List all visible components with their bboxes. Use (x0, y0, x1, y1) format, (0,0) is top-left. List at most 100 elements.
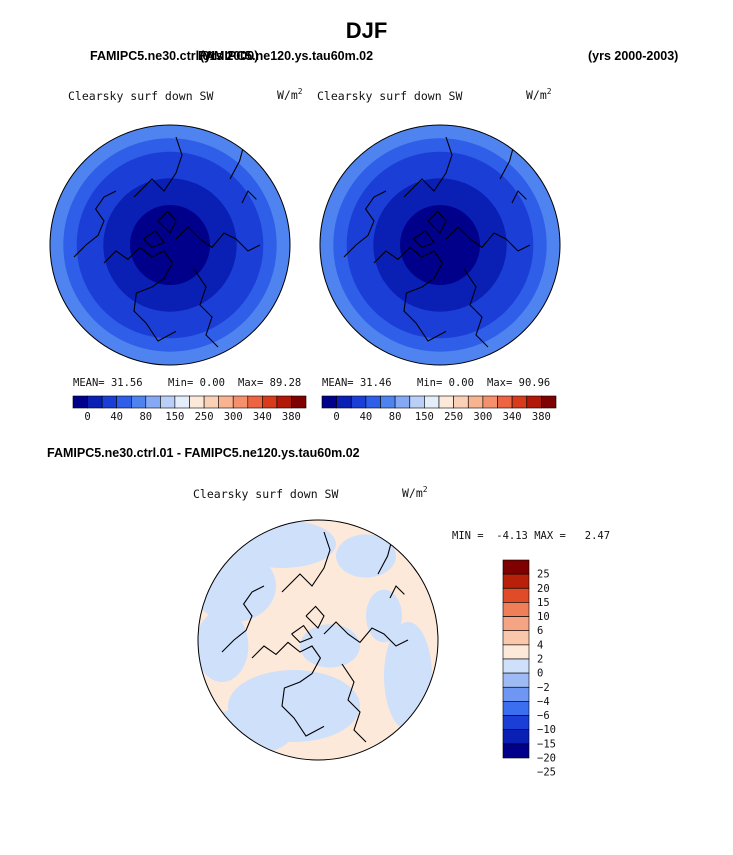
case-name-left: FAMIPC5.ne30.ctrl.01 (90, 49, 217, 63)
colorbar-tick-label: −25 (537, 767, 556, 779)
coastline-segment (103, 246, 177, 342)
coastline-segment (373, 246, 447, 342)
colorbar-swatch (72, 395, 88, 409)
colorbar-tick-label: −2 (537, 682, 550, 694)
colorbar-swatch (174, 395, 190, 409)
coastline-segment (323, 621, 409, 647)
coastline-segment (403, 136, 453, 198)
panel1-variable: Clearsky surf down SW (68, 89, 214, 103)
panel1-max: Max= 89.28 (238, 377, 302, 389)
colorbar-swatch (467, 395, 484, 409)
colorbar-swatch (438, 395, 454, 409)
colorbar-swatch (232, 395, 249, 409)
colorbar-tick-label: 380 (282, 411, 301, 423)
colorbar-panel1: 0 40 80 150 250 300 340 380 (72, 395, 307, 423)
colorbar-swatch (502, 616, 530, 631)
colorbar-swatch (101, 395, 117, 409)
coastline-segment (413, 229, 435, 249)
colorbar-tick-label: 150 (415, 411, 434, 423)
colorbar-swatch (350, 395, 367, 409)
colorbar-swatch (497, 395, 513, 409)
colorbar-tick-label: −4 (537, 696, 550, 708)
colorbar-swatch (321, 395, 337, 409)
diff-negative-patch (300, 624, 360, 668)
colorbar-tick-label: 80 (389, 411, 402, 423)
colorbar-tick-label: 340 (503, 411, 522, 423)
coastline-segment (427, 210, 447, 234)
colorbar-swatch (261, 395, 278, 409)
colorbar-panel2: 0 40 80 150 250 300 340 380 (321, 395, 557, 423)
colorbar-swatch (145, 395, 161, 409)
colorbar-swatch (502, 729, 530, 745)
years-left: (yrs 2000) (200, 49, 259, 63)
colorbar-tick-label: 20 (537, 583, 550, 595)
colorbar-tick-label: 15 (537, 597, 550, 609)
coastline-segment (463, 268, 489, 348)
colorbar-tick-label: 25 (537, 569, 550, 581)
colorbar-tick-label: −15 (537, 738, 556, 750)
coastline-segment (157, 210, 177, 234)
polar-map-difference (197, 519, 439, 761)
colorbar-swatch (409, 395, 425, 409)
coastline-segment (511, 190, 527, 204)
coastline-segment (389, 585, 405, 599)
coastline-segment (281, 531, 331, 593)
colorbar-tick-label: 6 (537, 625, 543, 637)
colorbar-tick-label: 300 (224, 411, 243, 423)
colorbar-swatch (502, 686, 530, 702)
colorbar-swatch (218, 395, 234, 409)
colorbar-tick-label: −6 (537, 710, 550, 722)
coastline-segment (241, 190, 257, 204)
colorbar-swatch (160, 395, 176, 409)
coastline-segment (445, 226, 531, 252)
colorbar-tick-label: 300 (473, 411, 492, 423)
panel2-variable: Clearsky surf down SW (317, 89, 463, 103)
colorbar-swatch (502, 559, 530, 575)
map-border (319, 124, 561, 366)
map-border (49, 124, 291, 366)
colorbar-swatch (394, 395, 411, 409)
colorbar-swatch (502, 715, 530, 730)
colorbar-swatch (502, 672, 530, 688)
coastline-segment (133, 136, 183, 198)
colorbar-swatch (502, 630, 530, 646)
colorbar-swatch (502, 644, 530, 660)
colorbar-swatch (276, 395, 292, 409)
coastline-segment (343, 190, 387, 258)
colorbar-swatch (502, 701, 530, 716)
coastline-segment (341, 663, 367, 743)
colorbar-tick-label: 40 (110, 411, 123, 423)
colorbar-swatch (189, 395, 205, 409)
colorbar-tick-label: 2 (537, 654, 543, 666)
coastline-segment (305, 605, 325, 629)
diff-negative-patch (336, 534, 396, 578)
colorbar-swatch (502, 587, 530, 603)
polar-map-panel1 (49, 124, 291, 366)
colorbar-swatch (336, 395, 352, 409)
coastline-segment (291, 624, 313, 644)
colorbar-swatch (541, 395, 557, 409)
colorbar-swatch (511, 395, 527, 409)
panel1-min: Min= 0.00 (168, 377, 225, 389)
panel3-stats: MIN = -4.13 MAX = 2.47 (452, 530, 611, 542)
colorbar-tick-label: 0 (537, 668, 543, 680)
colorbar-swatch (502, 658, 530, 674)
coastline-segment (221, 585, 265, 653)
diff-negative-patch (228, 520, 336, 568)
colorbar-tick-label: 0 (84, 411, 90, 423)
colorbar-swatch (131, 395, 147, 409)
colorbar-tick-label: −20 (537, 753, 556, 765)
latitude-band (130, 205, 210, 285)
diff-negative-patch (198, 610, 249, 682)
colorbar-tick-label: 150 (165, 411, 184, 423)
colorbar-swatch (87, 395, 103, 409)
polar-map-panel2 (319, 124, 561, 366)
colorbar-tick-label: 250 (195, 411, 214, 423)
colorbar-swatch (424, 395, 440, 409)
coastline-segment (175, 226, 261, 252)
colorbar-tick-label: 40 (360, 411, 373, 423)
colorbar-tick-label: 4 (537, 639, 543, 651)
colorbar-tick-label: 340 (253, 411, 272, 423)
